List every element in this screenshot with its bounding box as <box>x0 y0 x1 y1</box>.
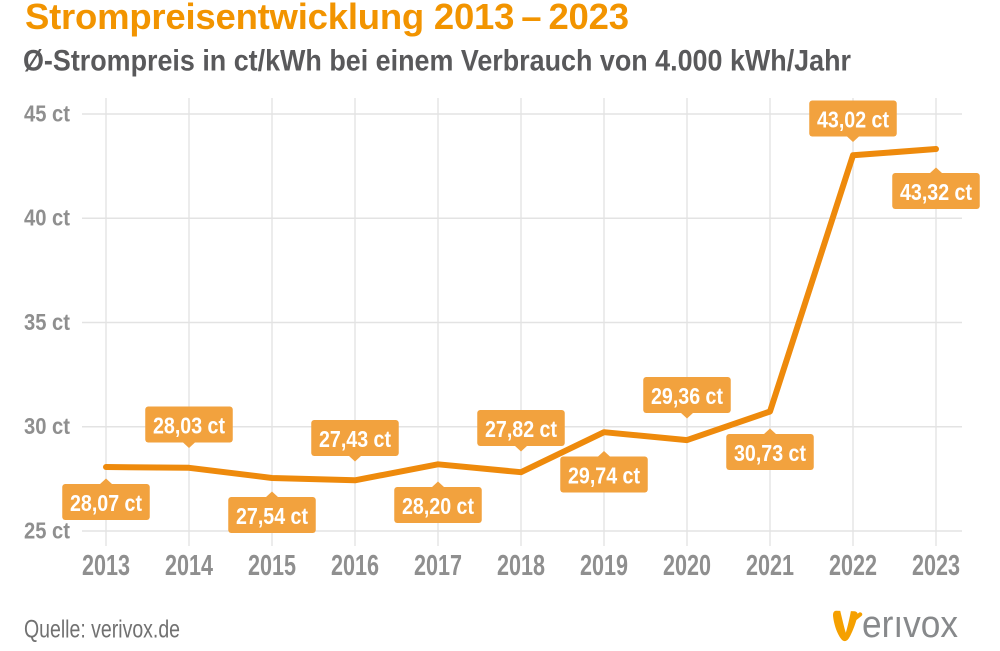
svg-text:35 ct: 35 ct <box>24 309 70 335</box>
svg-text:29,36 ct: 29,36 ct <box>651 383 723 409</box>
svg-text:27,54 ct: 27,54 ct <box>236 503 308 529</box>
svg-text:29,74 ct: 29,74 ct <box>568 463 640 489</box>
svg-text:2022: 2022 <box>829 550 877 582</box>
svg-text:2019: 2019 <box>580 550 628 582</box>
svg-text:43,32 ct: 43,32 ct <box>900 179 972 205</box>
svg-text:2021: 2021 <box>746 550 794 582</box>
svg-text:30 ct: 30 ct <box>24 413 70 439</box>
svg-text:43,02 ct: 43,02 ct <box>817 107 889 133</box>
svg-text:Strompreisentwicklung 2013 – 2: Strompreisentwicklung 2013 – 2023 <box>25 0 629 37</box>
svg-text:2013: 2013 <box>82 550 130 582</box>
svg-text:45 ct: 45 ct <box>24 100 70 126</box>
svg-text:28,03 ct: 28,03 ct <box>153 413 225 439</box>
svg-text:Ø-Strompreis in ct/kWh bei ein: Ø-Strompreis in ct/kWh bei einem Verbrau… <box>23 45 851 78</box>
svg-text:30,73 ct: 30,73 ct <box>734 440 806 466</box>
svg-text:40 ct: 40 ct <box>24 205 70 231</box>
svg-text:2018: 2018 <box>497 550 545 582</box>
svg-text:27,43 ct: 27,43 ct <box>319 426 391 452</box>
svg-text:28,07 ct: 28,07 ct <box>70 490 142 516</box>
svg-text:2020: 2020 <box>663 550 711 582</box>
svg-text:2016: 2016 <box>331 550 379 582</box>
svg-text:2014: 2014 <box>165 550 213 582</box>
svg-text:28,20 ct: 28,20 ct <box>402 493 474 519</box>
svg-text:25 ct: 25 ct <box>24 517 70 543</box>
svg-text:27,82 ct: 27,82 ct <box>485 416 557 442</box>
svg-text:2017: 2017 <box>414 550 462 582</box>
svg-text:2015: 2015 <box>248 550 296 582</box>
svg-text:Quelle: verivox.de: Quelle: verivox.de <box>24 616 180 644</box>
svg-text:erıvox: erıvox <box>862 604 958 646</box>
svg-text:2023: 2023 <box>912 550 960 582</box>
